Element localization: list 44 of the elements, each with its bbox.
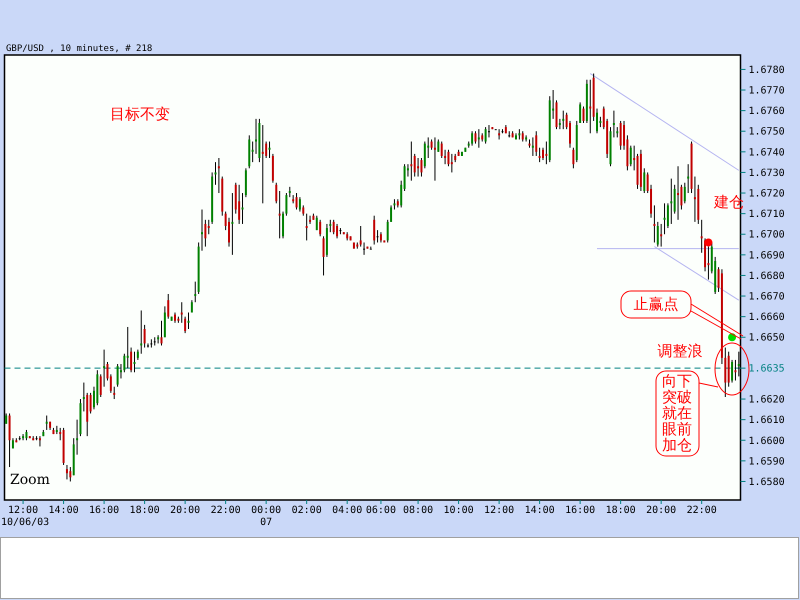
y-tick-label: 1.6610 — [748, 415, 785, 426]
y-tick-label: 1.6690 — [748, 250, 785, 262]
annotation: 向下突破就在眼前加仓 — [662, 373, 692, 454]
x-tick-label: 02:00 — [292, 505, 322, 516]
y-tick-label: 1.6780 — [748, 64, 785, 76]
y-tick-label: 1.6720 — [748, 188, 785, 200]
ref-line-label: 1.6635 — [748, 364, 785, 375]
x-tick-label: 22:00 — [210, 505, 241, 516]
x-tick-label: 20:00 — [646, 505, 676, 516]
x-tick-label: 08:00 — [403, 505, 434, 516]
x-tick-label: 12:00 10/06/03 — [1, 505, 50, 528]
x-tick-label: 10:00 — [444, 505, 474, 516]
y-tick-label: 1.6600 — [748, 436, 785, 447]
x-tick-label: 16:00 — [565, 505, 596, 516]
chart-title: GBP/USD , 10 minutes, # 218 — [6, 44, 152, 54]
y-tick-label: 1.6680 — [748, 270, 785, 282]
x-tick-label: 14:00 — [48, 505, 79, 516]
y-tick-label: 1.6710 — [748, 209, 785, 220]
x-tick-label: 22:00 — [686, 505, 717, 516]
y-tick-label: 1.6700 — [748, 230, 785, 241]
y-tick-label: 1.6580 — [748, 476, 785, 488]
y-tick-label: 1.6750 — [748, 126, 785, 138]
y-tick-label: 1.6760 — [748, 106, 785, 118]
y-tick-label: 1.6590 — [748, 456, 785, 468]
annotation: 目标不变 — [110, 106, 170, 123]
x-tick-label: 04:00 — [332, 505, 362, 516]
y-tick-label: 1.6740 — [748, 147, 785, 158]
x-tick-label: 00:00 07 — [251, 505, 282, 528]
x-tick-label: 16:00 — [89, 505, 120, 516]
x-tick-label: 12:00 — [484, 505, 514, 516]
y-tick-label: 1.6770 — [748, 86, 785, 97]
y-tick-label: 1.6670 — [748, 292, 785, 303]
y-tick-label: 1.6730 — [748, 168, 785, 179]
y-tick-label: 1.6660 — [748, 312, 785, 324]
annotation: 止赢点 — [634, 296, 678, 313]
annotation: Zoom — [10, 472, 50, 488]
annotation: 调整浪 — [658, 343, 702, 360]
x-tick-label: 20:00 — [170, 505, 200, 516]
x-tick-label: 06:00 — [366, 505, 396, 516]
y-tick-label: 1.6620 — [748, 394, 785, 406]
x-tick-label: 18:00 — [606, 505, 636, 516]
y-tick-label: 1.6650 — [748, 332, 785, 344]
x-tick-label: 18:00 — [130, 505, 160, 516]
x-tick-label: 14:00 — [524, 505, 555, 516]
